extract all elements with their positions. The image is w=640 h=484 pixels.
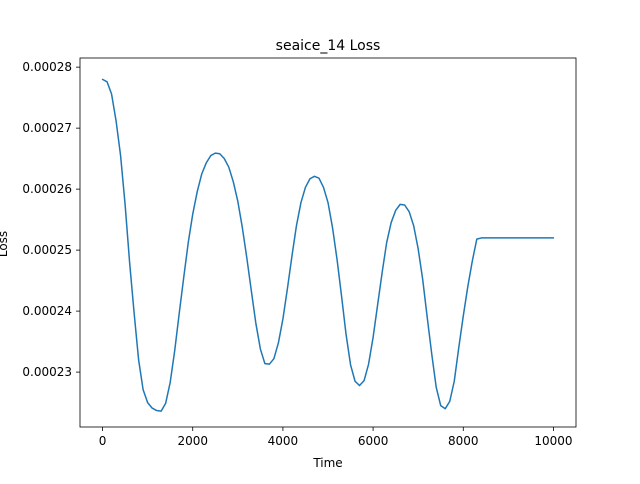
x-tick-label: 10000 xyxy=(534,434,572,448)
series-line-0 xyxy=(101,78,555,412)
chart-title: seaice_14 Loss xyxy=(276,38,381,54)
y-tick-label: 0.00027 xyxy=(22,121,72,135)
y-tick-label: 0.00023 xyxy=(22,365,72,379)
x-tick-label: 4000 xyxy=(268,434,299,448)
x-tick-label: 2000 xyxy=(177,434,208,448)
y-tick-label: 0.00028 xyxy=(22,60,72,74)
x-axis-title: Time xyxy=(312,456,342,470)
axes: 0 2000 4000 6000 8000 10000 0.00023 0.00024 0.00… xyxy=(22,57,577,448)
plot-area xyxy=(101,78,555,412)
y-axis-title: Loss xyxy=(0,231,10,257)
y-tick-label: 0.00025 xyxy=(22,243,72,257)
x-tick-label: 6000 xyxy=(358,434,389,448)
axes-frame xyxy=(79,57,577,428)
y-tick-label: 0.00024 xyxy=(22,304,72,318)
x-tick-label: 8000 xyxy=(448,434,479,448)
x-tick-label: 0 xyxy=(99,434,107,448)
y-tick-label: 0.00026 xyxy=(22,182,72,196)
